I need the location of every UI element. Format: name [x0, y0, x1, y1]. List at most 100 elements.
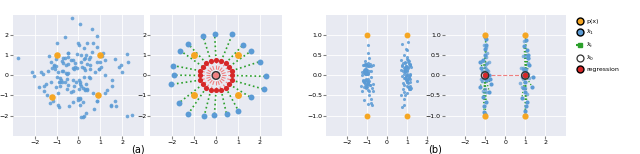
Point — [364, 52, 374, 54]
Point — [397, 65, 407, 67]
Point — [75, 22, 85, 25]
Point — [360, 60, 371, 63]
Point — [518, 87, 529, 90]
Point — [175, 49, 185, 52]
Point — [198, 83, 208, 85]
Point — [481, 68, 492, 70]
Point — [361, 78, 371, 80]
Point — [54, 85, 65, 87]
Point — [404, 63, 415, 65]
Point — [401, 92, 412, 95]
Point — [397, 81, 408, 84]
Point — [260, 75, 271, 78]
Point — [46, 60, 56, 63]
Point — [67, 17, 77, 20]
Point — [481, 63, 491, 65]
Point — [79, 58, 90, 60]
Point — [54, 106, 64, 109]
Point — [520, 114, 531, 117]
Point — [361, 68, 371, 70]
Point — [360, 69, 371, 72]
Point — [360, 70, 371, 73]
Point — [58, 56, 68, 59]
Point — [401, 79, 411, 81]
Point — [234, 109, 244, 112]
Point — [365, 102, 376, 105]
Point — [518, 87, 528, 89]
Point — [482, 79, 492, 81]
Point — [518, 67, 528, 70]
Point — [362, 64, 372, 66]
Point — [57, 60, 67, 62]
Point — [53, 91, 63, 94]
Point — [401, 75, 412, 77]
Point — [52, 104, 63, 106]
Point — [402, 34, 412, 37]
Point — [84, 76, 94, 78]
Point — [401, 65, 411, 68]
Point — [166, 83, 177, 86]
Point — [364, 89, 374, 92]
Point — [168, 64, 178, 67]
Point — [111, 104, 121, 107]
Point — [195, 70, 205, 72]
Point — [360, 72, 371, 75]
Point — [522, 49, 532, 51]
Point — [356, 73, 367, 76]
Point — [49, 64, 59, 67]
Point — [365, 64, 376, 67]
Point — [92, 46, 102, 48]
Point — [480, 66, 490, 68]
Point — [51, 54, 61, 57]
Point — [402, 114, 412, 117]
Point — [76, 81, 86, 83]
Point — [365, 63, 375, 65]
Point — [401, 76, 411, 79]
Point — [358, 79, 369, 81]
Point — [85, 56, 95, 59]
Point — [66, 58, 76, 61]
Point — [363, 103, 373, 105]
Point — [363, 61, 373, 64]
Point — [60, 80, 70, 83]
Point — [233, 94, 243, 97]
Point — [356, 85, 366, 87]
Point — [396, 59, 406, 62]
Point — [76, 85, 86, 87]
Point — [482, 68, 492, 71]
Point — [361, 70, 371, 73]
Point — [480, 113, 490, 116]
Point — [80, 89, 90, 92]
Point — [168, 74, 179, 76]
Point — [367, 104, 378, 106]
Point — [122, 115, 132, 118]
Point — [527, 85, 537, 88]
Point — [93, 94, 103, 97]
Point — [107, 79, 117, 81]
Point — [476, 67, 486, 69]
Point — [399, 77, 410, 79]
Point — [398, 69, 408, 72]
Point — [517, 86, 527, 88]
Legend: p(x), $\hat{x}_1$, $\hat{x}_t$, $\hat{x}_0$, regression: p(x), $\hat{x}_1$, $\hat{x}_t$, $\hat{x}… — [576, 18, 619, 72]
Point — [201, 86, 211, 89]
Point — [358, 79, 369, 82]
Point — [221, 86, 231, 89]
Point — [405, 85, 415, 87]
Point — [360, 84, 371, 87]
Point — [109, 58, 120, 61]
Point — [73, 96, 83, 99]
Point — [412, 80, 422, 82]
Point — [477, 59, 487, 62]
Point — [399, 90, 409, 93]
Point — [116, 71, 127, 73]
Point — [480, 36, 490, 38]
Point — [245, 96, 255, 98]
Point — [67, 100, 77, 103]
Point — [364, 83, 374, 85]
Point — [402, 70, 412, 72]
Point — [233, 54, 243, 57]
Point — [519, 40, 529, 42]
Point — [401, 77, 411, 79]
Point — [41, 83, 51, 85]
